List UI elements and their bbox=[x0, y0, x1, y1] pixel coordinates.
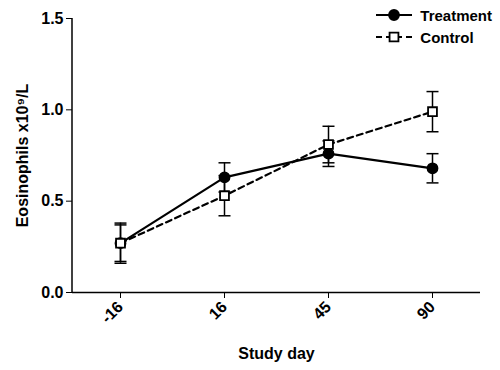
svg-text:90: 90 bbox=[414, 298, 439, 323]
svg-text:Eosinophils x10⁹/L: Eosinophils x10⁹/L bbox=[14, 83, 31, 227]
svg-text:1.5: 1.5 bbox=[41, 10, 63, 27]
html-text:Treatment: Treatment bbox=[420, 6, 492, 24]
html-text:Control: Control bbox=[420, 28, 474, 46]
svg-text:45: 45 bbox=[310, 298, 335, 323]
svg-text:0.5: 0.5 bbox=[41, 192, 63, 209]
svg-text:16: 16 bbox=[206, 298, 231, 323]
svg-text:-16: -16 bbox=[98, 298, 126, 326]
svg-text:1.0: 1.0 bbox=[41, 101, 63, 118]
svg-text:Study day: Study day bbox=[238, 345, 315, 362]
svg-text:0.0: 0.0 bbox=[41, 284, 63, 301]
